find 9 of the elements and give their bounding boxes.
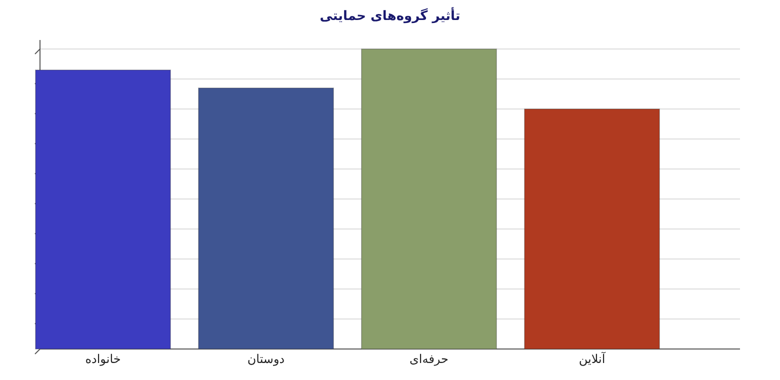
bar bbox=[198, 88, 334, 350]
bar bbox=[35, 70, 171, 350]
bar bbox=[361, 48, 497, 350]
chart-title: تأثیر گروه‌های حمایتی bbox=[320, 7, 460, 24]
x-tick-label: دوستان bbox=[247, 352, 285, 366]
x-tick-label: حرفه‌ای bbox=[410, 352, 448, 366]
x-tick-label: آنلاین bbox=[578, 351, 606, 366]
bar bbox=[524, 108, 660, 350]
x-tick-label: خانواده bbox=[85, 352, 121, 366]
